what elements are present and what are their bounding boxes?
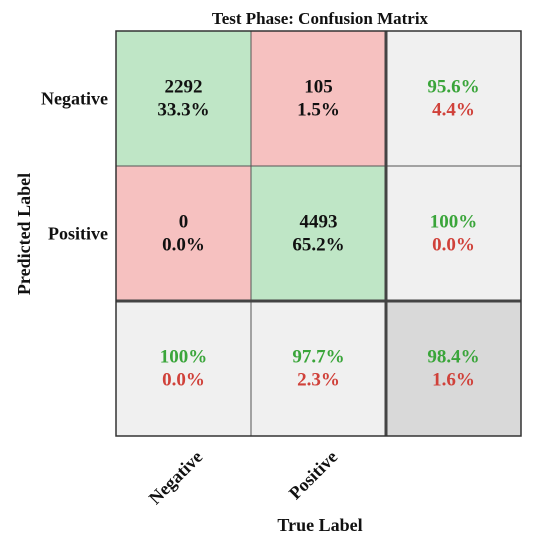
matrix-cell-1-0 xyxy=(115,165,252,302)
overall-cell xyxy=(385,300,522,437)
x-tick-label-0: Negative xyxy=(145,447,207,509)
row-summary-error-0: 4.4% xyxy=(432,100,475,121)
overall-error: 1.6% xyxy=(432,370,475,391)
x-axis-label: True Label xyxy=(277,515,362,535)
row-summary-correct-0: 95.6% xyxy=(427,77,479,98)
col-summary-error-0: 0.0% xyxy=(162,370,205,391)
matrix-cell-0-1 xyxy=(250,30,387,167)
cell-count-1-1: 4493 xyxy=(300,212,338,233)
y-tick-label-0: Negative xyxy=(41,89,108,109)
col-summary-cell-0 xyxy=(115,300,252,437)
matrix-cell-0-0 xyxy=(115,30,252,167)
cell-count-0-1: 105 xyxy=(304,77,333,98)
overall-correct: 98.4% xyxy=(427,347,479,368)
cell-percent-0-1: 1.5% xyxy=(297,100,340,121)
matrix-border xyxy=(115,30,522,437)
cell-percent-1-1: 65.2% xyxy=(292,235,344,256)
x-tick-label-1: Positive xyxy=(285,447,342,504)
cell-count-0-0: 2292 xyxy=(165,77,203,98)
row-summary-error-1: 0.0% xyxy=(432,235,475,256)
cell-count-1-0: 0 xyxy=(179,212,189,233)
matrix-cell-1-1 xyxy=(250,165,387,302)
y-axis-label: Predicted Label xyxy=(14,173,34,295)
matrix-cells: 229233.3%1051.5%00.0%449365.2%95.6%4.4%1… xyxy=(115,30,522,437)
col-summary-correct-1: 97.7% xyxy=(292,347,344,368)
col-summary-correct-0: 100% xyxy=(160,347,208,368)
y-tick-label-1: Positive xyxy=(48,224,108,244)
row-summary-cell-0 xyxy=(385,30,522,167)
col-summary-cell-1 xyxy=(250,300,387,437)
cell-percent-1-0: 0.0% xyxy=(162,235,205,256)
cell-percent-0-0: 33.3% xyxy=(157,100,209,121)
row-summary-cell-1 xyxy=(385,165,522,302)
chart-title: Test Phase: Confusion Matrix xyxy=(212,9,429,28)
col-summary-error-1: 2.3% xyxy=(297,370,340,391)
row-summary-correct-1: 100% xyxy=(430,212,478,233)
